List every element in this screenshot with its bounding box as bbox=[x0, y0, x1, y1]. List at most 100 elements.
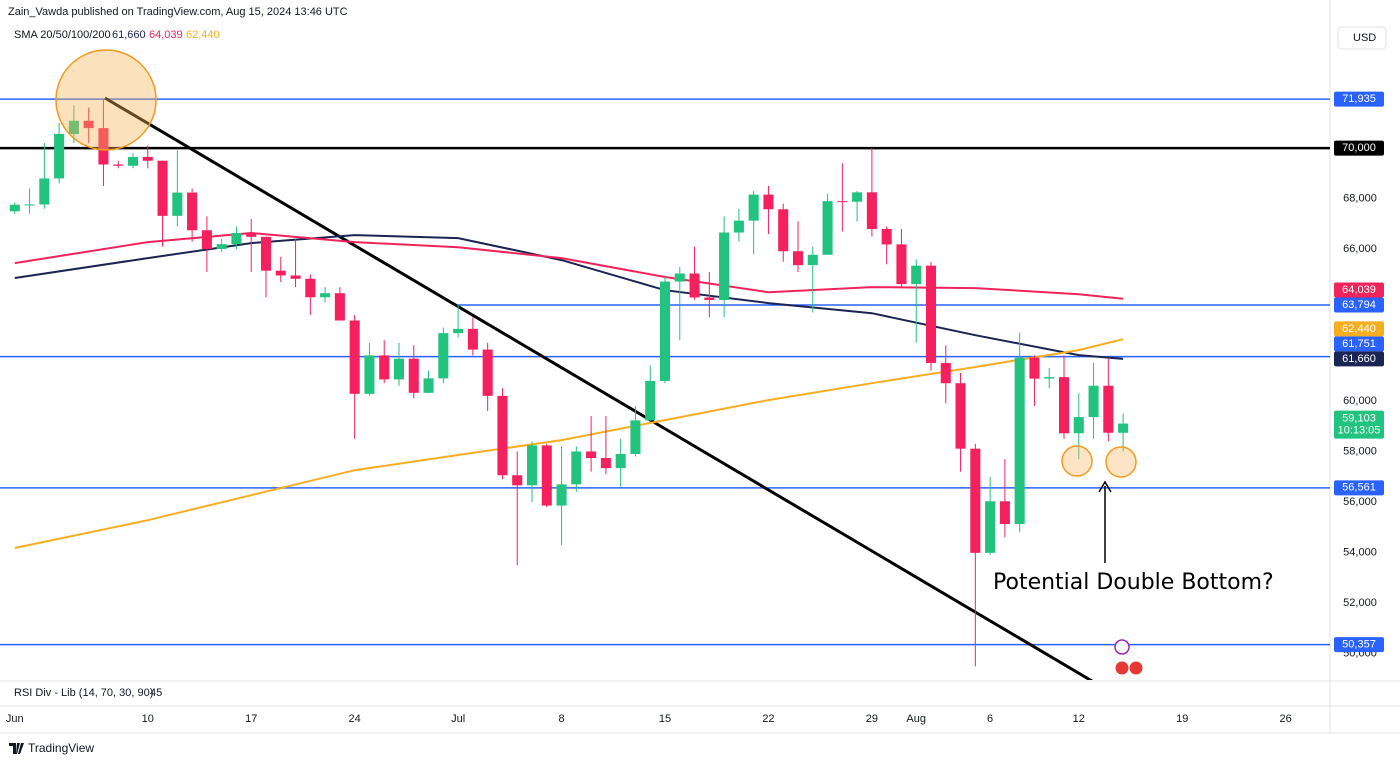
candle-body bbox=[792, 251, 804, 266]
candle bbox=[334, 287, 345, 321]
y-tick-label: 68,000 bbox=[1343, 193, 1377, 205]
candle bbox=[689, 246, 700, 300]
candle bbox=[246, 218, 257, 272]
candle-body bbox=[911, 265, 922, 285]
candle-body bbox=[822, 201, 833, 255]
candle bbox=[157, 160, 168, 247]
candle bbox=[349, 314, 360, 439]
event-icon[interactable] bbox=[1114, 660, 1130, 676]
candle bbox=[881, 226, 892, 265]
candle-body bbox=[1088, 385, 1099, 418]
candle bbox=[98, 98, 109, 187]
annotation: Potential Double Bottom? bbox=[993, 570, 1274, 595]
candles bbox=[9, 98, 1129, 667]
candle-body bbox=[586, 451, 597, 459]
price-badge-label: 64,039 bbox=[1342, 284, 1376, 296]
candle-body bbox=[142, 156, 153, 161]
lower-pane-value: 45 bbox=[150, 687, 162, 699]
candle-body bbox=[1073, 417, 1084, 434]
price-badge-label: 63,794 bbox=[1342, 299, 1376, 311]
candle-body bbox=[571, 451, 582, 485]
candle bbox=[940, 345, 951, 404]
candle-body bbox=[852, 192, 863, 202]
footer-logo: TradingView bbox=[9, 741, 94, 755]
candle-body bbox=[778, 209, 789, 252]
x-tick-label: 15 bbox=[659, 713, 671, 725]
candle bbox=[556, 446, 567, 545]
candle bbox=[674, 266, 685, 341]
candle bbox=[748, 191, 759, 255]
last-price-badge bbox=[1334, 410, 1384, 439]
candle bbox=[600, 416, 611, 475]
candle-body bbox=[467, 328, 478, 350]
candle-body bbox=[674, 273, 685, 282]
y-tick-label: 54,000 bbox=[1343, 546, 1377, 558]
candle-body bbox=[364, 355, 375, 394]
x-tick-label: 6 bbox=[987, 713, 993, 725]
candle bbox=[571, 446, 582, 492]
candle bbox=[807, 246, 818, 313]
candle-body bbox=[1029, 357, 1040, 379]
candle bbox=[9, 202, 20, 214]
y-tick-label: 66,000 bbox=[1343, 243, 1377, 255]
candle-body bbox=[940, 362, 951, 384]
candle bbox=[423, 370, 434, 394]
candle-body bbox=[216, 244, 227, 249]
candle bbox=[364, 342, 375, 396]
sma-line bbox=[14, 234, 1124, 360]
candle-body bbox=[881, 228, 892, 245]
event-icon[interactable] bbox=[1128, 660, 1144, 676]
candle-body bbox=[541, 445, 552, 506]
candle-body bbox=[290, 275, 301, 279]
candle-body bbox=[763, 194, 774, 210]
price-badge bbox=[1334, 282, 1384, 298]
candle-body bbox=[1044, 377, 1055, 379]
candle-body bbox=[1103, 385, 1114, 433]
x-tick-label: Jun bbox=[6, 713, 24, 725]
candle-body bbox=[246, 233, 257, 237]
candle bbox=[925, 261, 937, 371]
candle bbox=[187, 188, 198, 242]
candle bbox=[1103, 357, 1114, 442]
x-tick-label: 24 bbox=[349, 713, 361, 725]
candle-body bbox=[201, 230, 212, 249]
candle bbox=[393, 342, 405, 386]
candle-body bbox=[379, 355, 390, 380]
price-badge bbox=[1334, 336, 1384, 352]
candle-body bbox=[659, 281, 671, 381]
candle-body bbox=[866, 192, 877, 229]
candle bbox=[704, 271, 715, 318]
candle bbox=[453, 304, 464, 338]
x-tick-label: 8 bbox=[558, 713, 564, 725]
candle-body bbox=[157, 160, 168, 216]
legend-value: 64,039 bbox=[149, 29, 183, 41]
candle bbox=[68, 105, 79, 144]
candle bbox=[985, 476, 996, 556]
candle-body bbox=[39, 178, 50, 205]
event-icon[interactable] bbox=[1114, 639, 1130, 655]
candle-body bbox=[54, 133, 65, 179]
candle bbox=[763, 186, 774, 235]
highlight-circle bbox=[55, 49, 157, 151]
candle-body bbox=[999, 501, 1010, 525]
candle bbox=[408, 345, 419, 399]
candle bbox=[1118, 413, 1129, 452]
candle bbox=[482, 342, 493, 412]
candle bbox=[290, 239, 301, 288]
candle bbox=[630, 405, 641, 457]
candle-body bbox=[526, 445, 538, 486]
candle bbox=[837, 163, 848, 232]
candle bbox=[275, 256, 286, 283]
candle bbox=[955, 373, 966, 472]
currency-button[interactable] bbox=[1337, 26, 1387, 50]
candle-body bbox=[83, 120, 94, 129]
price-badge bbox=[1334, 140, 1384, 156]
price-badge bbox=[1334, 297, 1384, 313]
candle bbox=[24, 188, 35, 214]
candle-body bbox=[98, 128, 109, 165]
candle-body bbox=[1058, 377, 1070, 434]
y-tick-label: 52,000 bbox=[1343, 597, 1377, 609]
candle-body bbox=[334, 293, 345, 321]
